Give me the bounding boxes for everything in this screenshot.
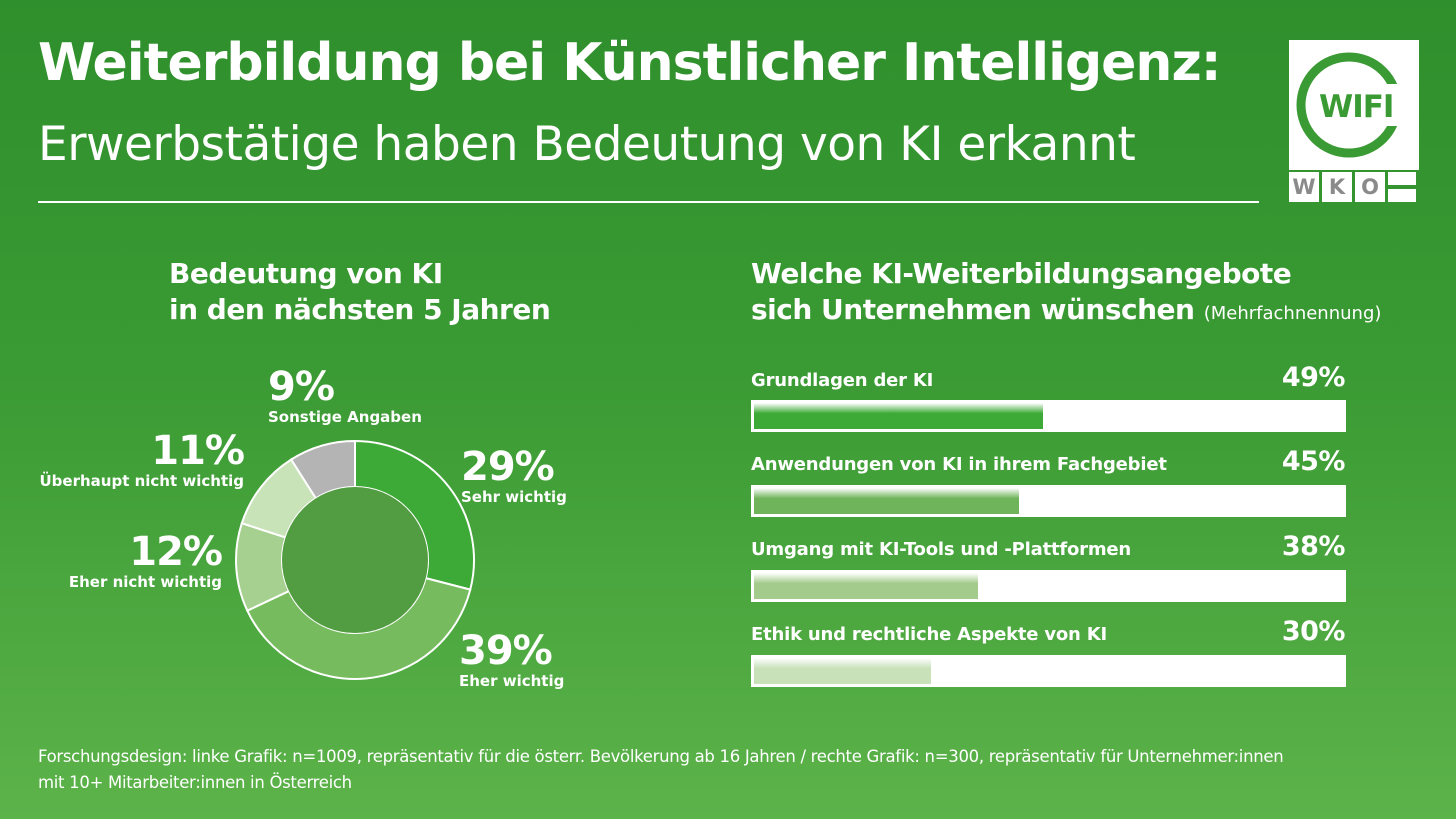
page-subtitle: Erwerbstätige haben Bedeutung von KI erk… (38, 117, 1136, 172)
donut-label-sehr-wichtig: 29% Sehr wichtig (461, 446, 567, 506)
footnote-line-1: Forschungsdesign: linke Grafik: n=1009, … (38, 747, 1284, 766)
bar-fill (754, 573, 978, 599)
bar-track (751, 570, 1346, 602)
donut-chart-title: Bedeutung von KI in den nächsten 5 Jahre… (169, 256, 551, 329)
bar-category-label: Grundlagen der KI (751, 370, 934, 391)
bar-value-label: 49% (1281, 362, 1346, 393)
donut-title-line-1: Bedeutung von KI (169, 257, 443, 290)
donut-title-line-2: in den nächsten 5 Jahren (169, 293, 551, 327)
bar-value-label: 38% (1281, 531, 1346, 562)
donut-category: Überhaupt nicht wichtig (39, 472, 245, 490)
bar-category-label: Umgang mit KI-Tools und -Plattformen (751, 539, 1132, 560)
donut-category: Eher wichtig (459, 672, 565, 690)
wko-letter-o: O (1355, 172, 1385, 202)
bar-fill (754, 403, 1043, 429)
wifi-ring-icon (1296, 52, 1419, 158)
bar-fill (754, 658, 931, 684)
donut-label-ueberhaupt-nicht-wichtig: 11% Überhaupt nicht wichtig (40, 430, 245, 490)
footnote-line-2: mit 10+ Mitarbeiter:innen in Österreich (38, 773, 352, 793)
donut-category: Sonstige Angaben (268, 408, 422, 426)
research-design-footnote: Forschungsdesign: linke Grafik: n=1009, … (38, 744, 1418, 797)
wko-letter-w: W (1289, 172, 1319, 202)
bar-value-label: 30% (1281, 616, 1346, 647)
bar-title-line-1: Welche KI-Weiterbildungsangebote (751, 257, 1292, 290)
donut-label-eher-wichtig: 39% Eher wichtig (459, 630, 564, 690)
wko-logo-mark: W K O (1289, 172, 1419, 202)
wko-letter-k: K (1322, 172, 1352, 202)
donut-label-eher-nicht-wichtig: 12% Eher nicht wichtig (68, 529, 223, 591)
wifi-wko-logo: WIFI W K O (1289, 40, 1419, 202)
bar-track (751, 655, 1346, 687)
bar-category-label: Anwendungen von KI in ihrem Fachgebiet (751, 454, 1167, 475)
wifi-logo-mark: WIFI (1289, 40, 1419, 170)
donut-label-sonstige-angaben: 9% Sonstige Angaben (268, 366, 422, 426)
bar-track (751, 485, 1346, 517)
donut-category: Eher nicht wichtig (68, 573, 222, 591)
donut-value: 12% (129, 529, 223, 575)
bar-title-line-2: sich Unternehmen wünschen (Mehrfachnennu… (751, 292, 1381, 328)
donut-center (282, 487, 428, 633)
wifi-logo-text: WIFI (1319, 89, 1394, 125)
page-title: Weiterbildung bei Künstlicher Intelligen… (38, 33, 1222, 93)
donut-value: 39% (459, 628, 553, 674)
bar-chart-note: (Mehrfachnennung) (1203, 303, 1382, 325)
bar-track (751, 400, 1346, 432)
donut-value: 29% (461, 444, 555, 490)
donut-category: Sehr wichtig (461, 488, 567, 506)
title-divider (38, 201, 1259, 203)
bar-category-label: Ethik und rechtliche Aspekte von KI (751, 624, 1107, 645)
donut-value: 9% (268, 364, 335, 410)
bar-title-line-2-text: sich Unternehmen wünschen (751, 293, 1195, 327)
wko-bars-icon (1388, 172, 1416, 202)
bar-chart-title: Welche KI-Weiterbildungsangebote sich Un… (751, 256, 1381, 329)
donut-chart (235, 439, 475, 680)
bar-fill (754, 488, 1020, 514)
bar-value-label: 45% (1281, 446, 1346, 477)
donut-value: 11% (151, 428, 245, 474)
